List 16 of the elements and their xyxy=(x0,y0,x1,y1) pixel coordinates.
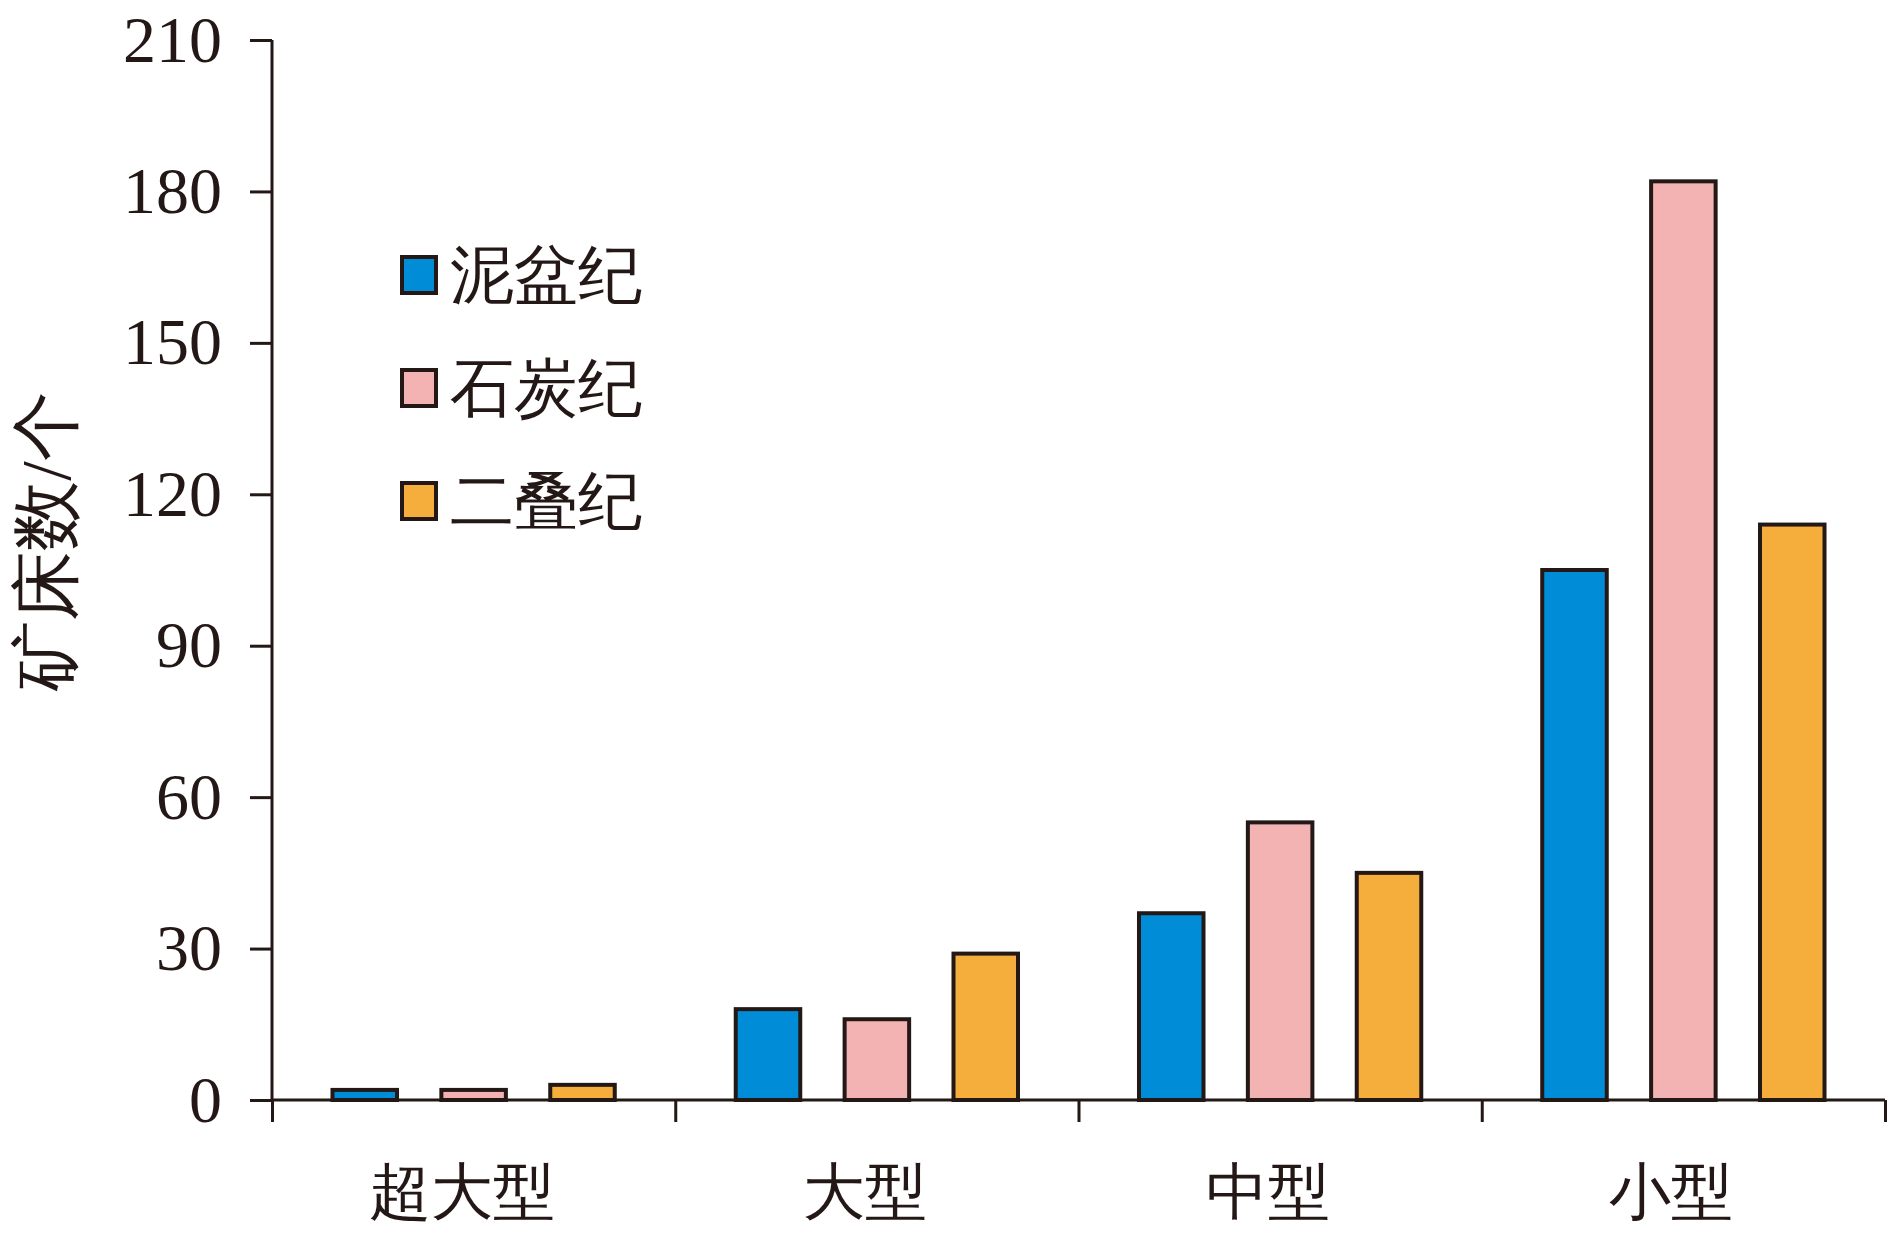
y-tick-label: 0 xyxy=(189,1062,222,1136)
legend-label: 石炭纪 xyxy=(450,352,642,424)
y-tick-label: 120 xyxy=(123,456,222,530)
y-axis-title: 矿床数/个 xyxy=(7,391,85,692)
legend-label: 二叠纪 xyxy=(450,465,642,537)
x-tick-label: 中型 xyxy=(1206,1158,1331,1227)
x-tick-label: 超大型 xyxy=(368,1158,555,1227)
y-tick-label: 60 xyxy=(156,759,222,833)
x-tick-label: 小型 xyxy=(1609,1158,1734,1227)
y-tick-label: 180 xyxy=(123,154,222,228)
legend-label: 泥盆纪 xyxy=(450,239,642,311)
y-tick-label: 150 xyxy=(123,305,222,379)
y-tick-label: 30 xyxy=(156,911,222,985)
x-tick-label: 大型 xyxy=(802,1158,927,1227)
y-tick-label: 90 xyxy=(156,608,222,682)
y-tick-label: 210 xyxy=(123,2,222,76)
